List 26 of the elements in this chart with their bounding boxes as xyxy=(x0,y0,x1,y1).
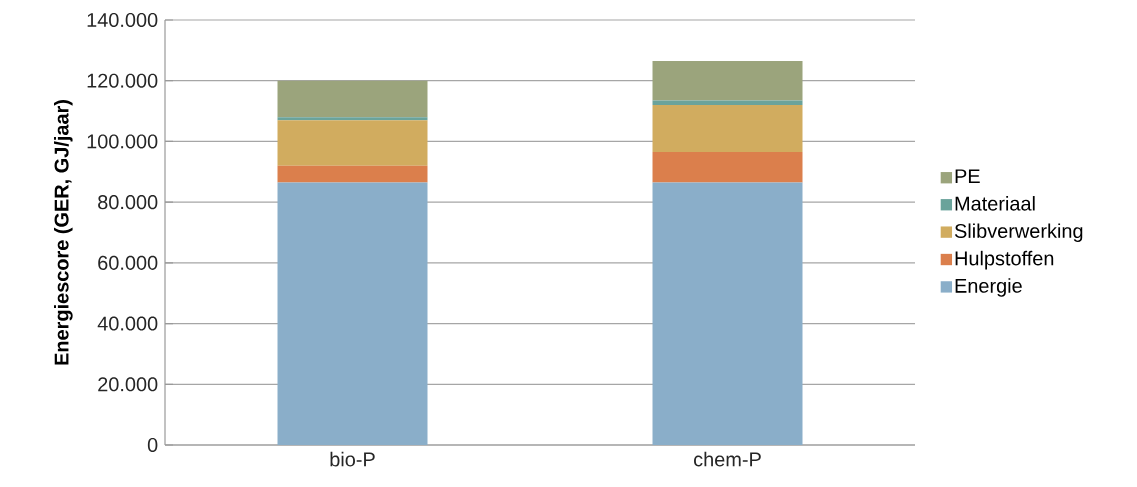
legend-label: Materiaal xyxy=(955,196,1035,211)
y-tick-label: 0 xyxy=(147,437,158,453)
x-tick-label: chem-P xyxy=(694,451,761,467)
legend-label: Slibverwerking xyxy=(954,223,1083,242)
legend-label: Hulpstoffen xyxy=(955,250,1054,270)
bar xyxy=(652,152,803,183)
bar xyxy=(277,120,428,166)
x-tick-label: bio-P xyxy=(330,451,375,467)
bar xyxy=(652,100,803,105)
y-tick-label: 100.000 xyxy=(87,134,158,149)
y-tick-label: 20.000 xyxy=(98,377,158,392)
y-tick-label: 80.000 xyxy=(98,195,158,210)
legend-label: Energie xyxy=(955,278,1022,297)
bar xyxy=(277,165,428,183)
bar xyxy=(652,60,803,101)
y-tick-label: 120.000 xyxy=(87,73,158,88)
bar xyxy=(652,182,803,445)
bar xyxy=(277,117,428,121)
y-axis-title: Energiescore (GER, GJ/jaar) xyxy=(53,100,73,365)
bar xyxy=(652,105,803,153)
y-tick-label: 40.000 xyxy=(97,316,158,331)
legend-label: PE xyxy=(955,169,980,184)
y-tick-label: 60.000 xyxy=(98,255,158,270)
y-tick-label: 140.000 xyxy=(87,12,158,28)
bar xyxy=(277,182,428,445)
bar xyxy=(277,80,428,118)
